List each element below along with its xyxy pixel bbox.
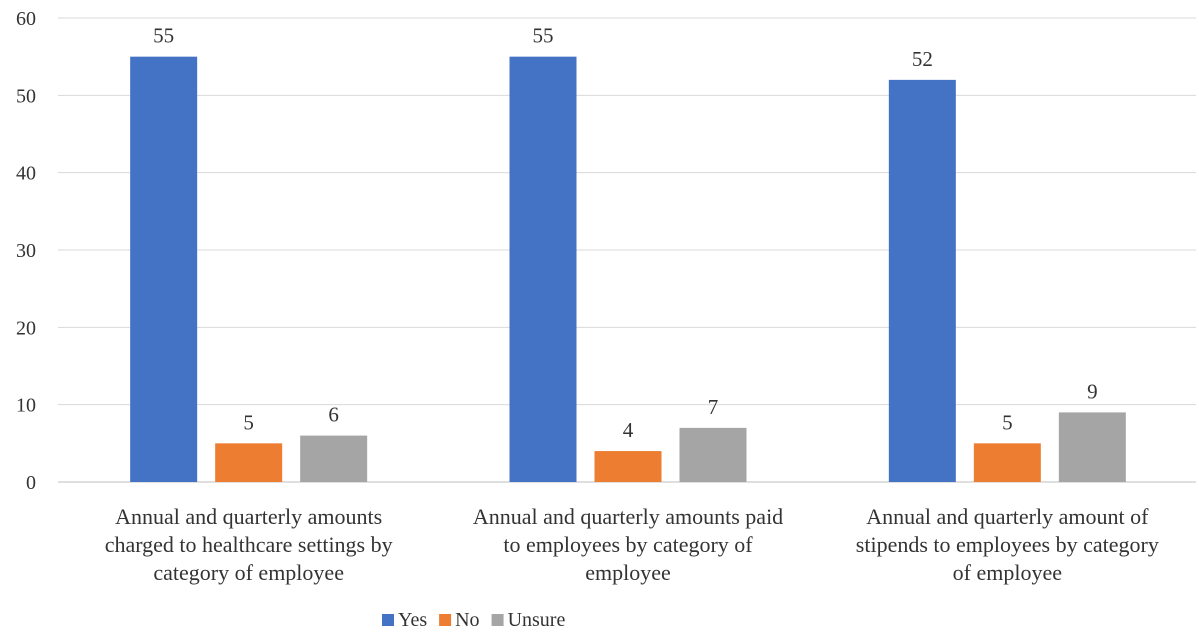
y-tick-label: 40 bbox=[16, 163, 36, 185]
bar-no bbox=[973, 443, 1041, 482]
legend: Yes No Unsure bbox=[382, 609, 565, 631]
x-category-label-line: Annual and quarterly amounts paid bbox=[473, 504, 783, 529]
legend-label-no: No bbox=[455, 609, 479, 631]
bar-yes bbox=[130, 56, 198, 483]
y-tick-label: 50 bbox=[16, 85, 36, 107]
gridlines bbox=[58, 17, 1196, 483]
x-category-label: Annual and quarterly amounts charged to h… bbox=[105, 504, 393, 585]
y-tick-label: 10 bbox=[16, 395, 36, 417]
data-label: 55 bbox=[533, 24, 554, 48]
legend-swatch-no bbox=[439, 614, 452, 626]
data-label: 5 bbox=[243, 410, 254, 434]
legend-swatch-unsure bbox=[491, 614, 504, 626]
bar-no bbox=[215, 443, 283, 482]
data-label: 52 bbox=[912, 47, 933, 71]
x-category-label-line: of employee bbox=[953, 560, 1062, 585]
legend-label-unsure: Unsure bbox=[508, 609, 566, 631]
bar-unsure bbox=[300, 435, 368, 482]
x-axis: Annual and quarterly amounts charged to h… bbox=[105, 504, 1159, 585]
data-label: 7 bbox=[708, 395, 719, 419]
bar-no bbox=[594, 451, 662, 482]
legend-swatch-yes bbox=[382, 614, 394, 626]
x-category-label-line: charged to healthcare settings by bbox=[105, 532, 393, 557]
data-label: 5 bbox=[1002, 410, 1013, 434]
y-tick-label: 0 bbox=[26, 472, 36, 494]
data-label: 4 bbox=[623, 418, 634, 442]
bars bbox=[130, 56, 1126, 483]
x-category-label-line: Annual and quarterly amount of bbox=[866, 504, 1149, 529]
x-category-label-line: employee bbox=[585, 560, 671, 585]
bar-yes bbox=[509, 56, 577, 483]
bar-yes bbox=[888, 79, 956, 482]
x-category-label-line: Annual and quarterly amounts bbox=[115, 504, 382, 529]
data-label: 55 bbox=[153, 24, 174, 48]
x-category-label: Annual and quarterly amounts paid to empl… bbox=[473, 504, 783, 585]
y-tick-label: 30 bbox=[16, 240, 36, 262]
x-category-label: Annual and quarterly amount of stipends t… bbox=[856, 504, 1159, 585]
y-axis: 0 10 20 30 40 50 60 bbox=[16, 8, 36, 494]
x-category-label-line: stipends to employees by category bbox=[856, 532, 1159, 557]
legend-label-yes: Yes bbox=[398, 609, 427, 631]
y-tick-label: 20 bbox=[16, 317, 36, 339]
x-category-label-line: to employees by category of bbox=[503, 532, 753, 557]
data-label: 9 bbox=[1087, 379, 1098, 403]
y-tick-label: 60 bbox=[16, 8, 36, 30]
bar-unsure bbox=[1058, 412, 1126, 482]
bar-unsure bbox=[679, 427, 747, 482]
data-label: 6 bbox=[328, 403, 339, 427]
x-category-label-line: category of employee bbox=[153, 560, 344, 585]
